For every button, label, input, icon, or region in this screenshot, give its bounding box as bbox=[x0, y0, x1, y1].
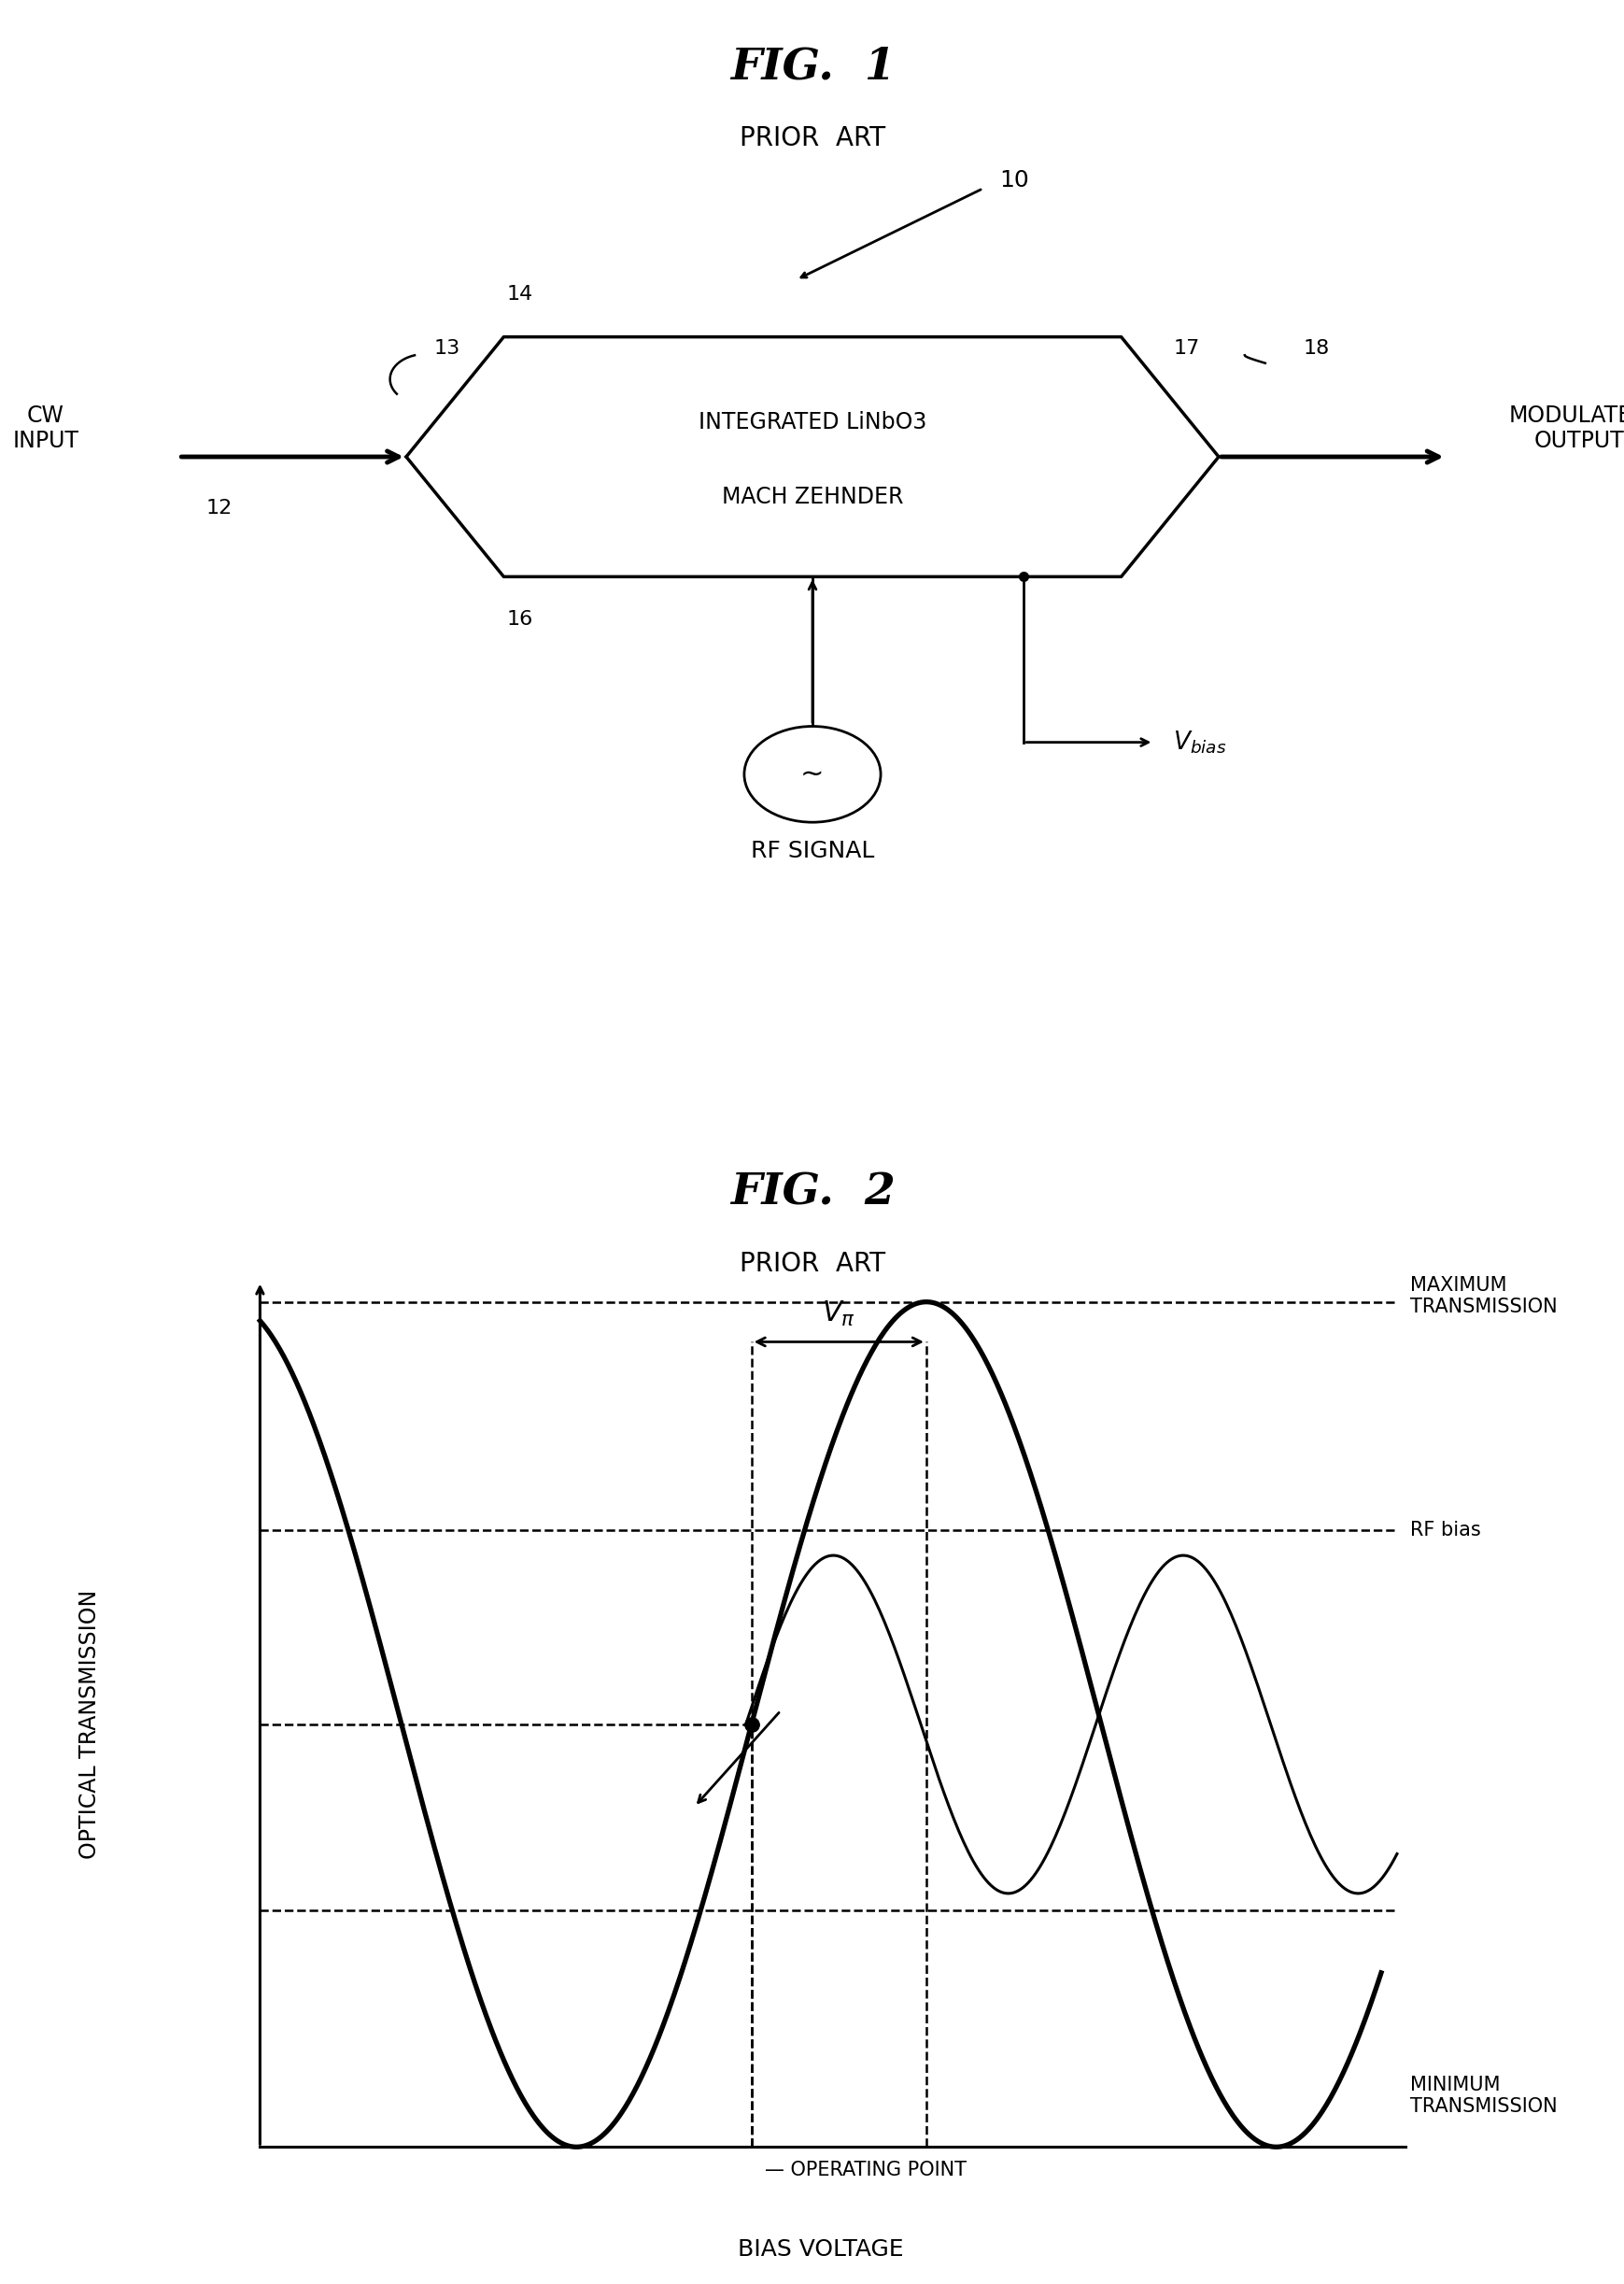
Text: MAXIMUM
TRANSMISSION: MAXIMUM TRANSMISSION bbox=[1410, 1277, 1557, 1316]
Text: MACH ZEHNDER: MACH ZEHNDER bbox=[721, 486, 903, 507]
Text: PRIOR  ART: PRIOR ART bbox=[739, 126, 885, 151]
Text: MINIMUM
TRANSMISSION: MINIMUM TRANSMISSION bbox=[1410, 2076, 1557, 2115]
Text: ~: ~ bbox=[801, 761, 823, 788]
Text: CW
INPUT: CW INPUT bbox=[13, 404, 78, 452]
Text: 18: 18 bbox=[1302, 338, 1328, 359]
Text: $V_\pi$: $V_\pi$ bbox=[822, 1300, 856, 1329]
Text: FIG.  2: FIG. 2 bbox=[729, 1169, 895, 1213]
Text: PRIOR  ART: PRIOR ART bbox=[739, 1249, 885, 1277]
Text: 12: 12 bbox=[206, 498, 232, 518]
Text: 17: 17 bbox=[1173, 338, 1199, 359]
Text: $V_{bias}$: $V_{bias}$ bbox=[1173, 729, 1226, 756]
Text: OPTICAL TRANSMISSION: OPTICAL TRANSMISSION bbox=[78, 1590, 101, 1859]
Text: 13: 13 bbox=[434, 338, 460, 359]
Text: RF bias: RF bias bbox=[1410, 1521, 1481, 1539]
Text: 10: 10 bbox=[999, 169, 1028, 192]
Text: BIAS VOLTAGE: BIAS VOLTAGE bbox=[737, 2238, 903, 2261]
Text: 16: 16 bbox=[507, 610, 533, 628]
Text: 14: 14 bbox=[507, 286, 533, 304]
Text: INTEGRATED LiNbO3: INTEGRATED LiNbO3 bbox=[698, 411, 926, 434]
Text: RF SIGNAL: RF SIGNAL bbox=[750, 841, 874, 861]
Text: — OPERATING POINT: — OPERATING POINT bbox=[763, 2161, 966, 2179]
Text: FIG.  1: FIG. 1 bbox=[729, 46, 895, 89]
Text: MODULATED
OUTPUT: MODULATED OUTPUT bbox=[1509, 404, 1624, 452]
